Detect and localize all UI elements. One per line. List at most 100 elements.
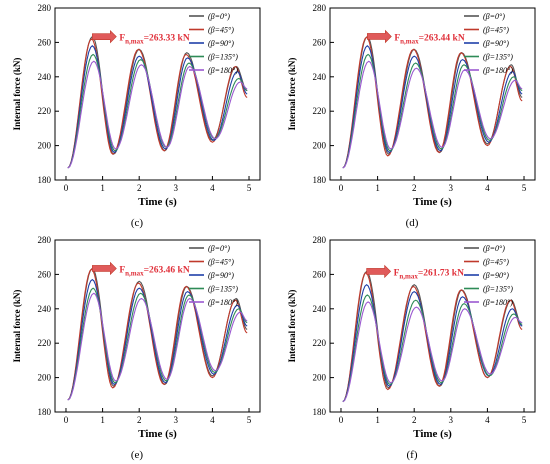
x-tick-label: 1 bbox=[375, 415, 380, 425]
y-tick-label: 200 bbox=[38, 141, 52, 151]
y-tick-label: 180 bbox=[313, 407, 327, 417]
legend-entry: (β=45°) bbox=[208, 26, 234, 35]
legend-entry: (β=135°) bbox=[483, 285, 513, 294]
x-axis-label: Time (s) bbox=[413, 196, 452, 208]
legend-entry: (β=90°) bbox=[483, 39, 509, 48]
x-tick-label: 1 bbox=[375, 183, 380, 193]
legend-entry: (β=180°) bbox=[208, 298, 238, 307]
legend-entry: (β=0°) bbox=[208, 244, 230, 253]
y-tick-label: 280 bbox=[313, 3, 327, 13]
x-tick-label: 5 bbox=[522, 415, 527, 425]
chart-panel-d: 180 200 220 240 260 280 0 1 2 3 4 5 Time (s) Internal… bbox=[275, 0, 550, 232]
y-tick-label: 240 bbox=[313, 304, 327, 314]
y-tick-label: 200 bbox=[313, 141, 327, 151]
x-axis-label: Time (s) bbox=[413, 428, 452, 440]
annotation-arrow bbox=[367, 29, 392, 44]
legend-entry: (β=45°) bbox=[483, 26, 509, 35]
y-tick-label: 260 bbox=[38, 269, 52, 279]
x-tick-label: 3 bbox=[174, 183, 179, 193]
panel-label: (c) bbox=[131, 217, 144, 229]
x-tick-label: 0 bbox=[64, 415, 69, 425]
x-tick-label: 5 bbox=[247, 415, 252, 425]
y-tick-label: 280 bbox=[313, 235, 327, 245]
y-axis-label: Internal force (kN) bbox=[12, 58, 22, 131]
legend-entry: (β=135°) bbox=[483, 53, 513, 62]
legend-entry: (β=180°) bbox=[208, 66, 238, 75]
x-tick-label: 4 bbox=[210, 415, 215, 425]
legend-entry: (β=180°) bbox=[483, 298, 513, 307]
x-tick-label: 3 bbox=[449, 183, 454, 193]
y-tick-label: 180 bbox=[38, 175, 52, 185]
y-tick-label: 180 bbox=[38, 407, 52, 417]
y-tick-label: 220 bbox=[313, 338, 327, 348]
x-tick-label: 0 bbox=[64, 183, 69, 193]
series-line-4 bbox=[67, 292, 248, 401]
y-tick-label: 240 bbox=[313, 72, 327, 82]
panel-label: (d) bbox=[406, 217, 419, 229]
x-tick-label: 5 bbox=[522, 183, 527, 193]
x-tick-label: 4 bbox=[485, 415, 490, 425]
annotation-arrow bbox=[92, 261, 117, 276]
y-tick-label: 220 bbox=[38, 106, 52, 116]
y-tick-label: 260 bbox=[313, 37, 327, 47]
annotation-fmax: Fn,max=261.73 kN bbox=[394, 268, 464, 280]
legend-entry: (β=135°) bbox=[208, 285, 238, 294]
x-tick-label: 2 bbox=[137, 415, 142, 425]
y-tick-label: 180 bbox=[313, 175, 327, 185]
legend-entry: (β=180°) bbox=[483, 66, 513, 75]
x-tick-label: 1 bbox=[100, 183, 105, 193]
plot-frame bbox=[329, 239, 536, 413]
x-tick-label: 1 bbox=[100, 415, 105, 425]
x-tick-label: 3 bbox=[449, 415, 454, 425]
series-line-2 bbox=[67, 45, 248, 169]
legend-entry: (β=135°) bbox=[208, 53, 238, 62]
x-axis-label: Time (s) bbox=[138, 428, 177, 440]
x-tick-label: 0 bbox=[339, 183, 344, 193]
legend-entry: (β=45°) bbox=[483, 258, 509, 267]
x-axis-label: Time (s) bbox=[138, 196, 177, 208]
y-tick-label: 260 bbox=[38, 37, 52, 47]
plot-frame bbox=[54, 239, 261, 413]
annotation-fmax: Fn,max=263.46 kN bbox=[119, 265, 189, 277]
series-line-4 bbox=[342, 301, 523, 403]
annotation-fmax: Fn,max=263.44 kN bbox=[394, 33, 464, 45]
legend-entry: (β=0°) bbox=[208, 12, 230, 21]
chart-panel-f: 180 200 220 240 260 280 0 1 2 3 4 5 Time (s) Internal… bbox=[275, 232, 550, 464]
y-tick-label: 280 bbox=[38, 235, 52, 245]
legend-entry: (β=0°) bbox=[483, 244, 505, 253]
y-axis-label: Internal force (kN) bbox=[12, 290, 22, 363]
y-tick-label: 220 bbox=[313, 106, 327, 116]
series-line-3 bbox=[342, 294, 523, 403]
y-tick-label: 200 bbox=[313, 373, 327, 383]
y-tick-label: 220 bbox=[38, 338, 52, 348]
series-line-2 bbox=[342, 45, 523, 169]
panel-label: (f) bbox=[407, 449, 418, 461]
plot-frame bbox=[54, 7, 261, 181]
y-tick-label: 280 bbox=[38, 3, 52, 13]
chart-svg-f: 180 200 220 240 260 280 0 1 2 3 4 5 Time (s) Internal… bbox=[287, 235, 536, 461]
x-tick-label: 0 bbox=[339, 415, 344, 425]
annotation-arrow bbox=[366, 264, 392, 279]
y-axis-label: Internal force (kN) bbox=[287, 290, 297, 363]
y-tick-label: 260 bbox=[313, 269, 327, 279]
y-axis-label: Internal force (kN) bbox=[287, 58, 297, 131]
series-line-2 bbox=[342, 283, 523, 403]
panel-label: (e) bbox=[131, 449, 144, 461]
chart-svg-c: 180 200 220 240 260 280 0 1 2 3 4 5 Time (s) Internal… bbox=[12, 3, 261, 229]
x-tick-label: 2 bbox=[412, 183, 417, 193]
plot-frame bbox=[329, 7, 536, 181]
chart-svg-d: 180 200 220 240 260 280 0 1 2 3 4 5 Time (s) Internal… bbox=[287, 3, 536, 229]
series-line-4 bbox=[342, 60, 523, 169]
x-tick-label: 2 bbox=[412, 415, 417, 425]
annotation-fmax: Fn,max=263.33 kN bbox=[119, 34, 189, 46]
y-tick-label: 240 bbox=[38, 72, 52, 82]
legend-entry: (β=45°) bbox=[208, 258, 234, 267]
series-line-4 bbox=[67, 60, 248, 169]
x-tick-label: 2 bbox=[137, 183, 142, 193]
annotation-arrow bbox=[92, 29, 117, 44]
y-tick-label: 240 bbox=[38, 304, 52, 314]
chart-panel-c: 180 200 220 240 260 280 0 1 2 3 4 5 Time (s) Internal… bbox=[0, 0, 275, 232]
x-tick-label: 4 bbox=[485, 183, 490, 193]
chart-panel-e: 180 200 220 240 260 280 0 1 2 3 4 5 Time (s) Internal… bbox=[0, 232, 275, 464]
x-tick-label: 4 bbox=[210, 183, 215, 193]
